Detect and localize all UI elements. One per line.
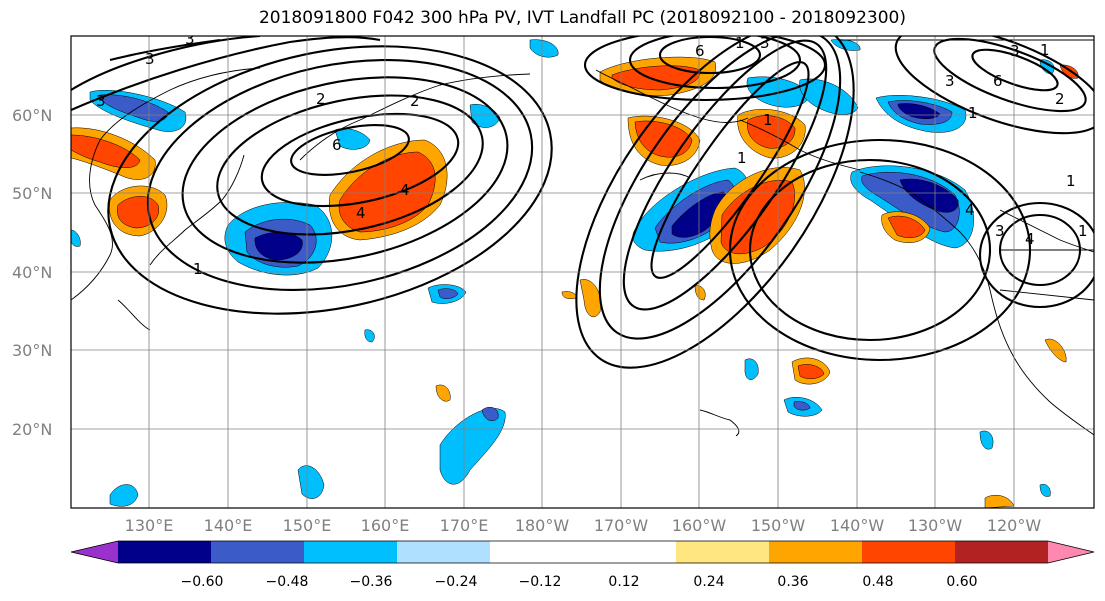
lon-label: 160°W: [672, 516, 727, 535]
map-title: 2018091800 F042 300 hPa PV, IVT Landfall…: [258, 8, 906, 28]
colorbar-tick-label: 0.12: [608, 574, 639, 590]
colorbar-segment: [583, 541, 677, 563]
contour-label: 3: [1010, 42, 1020, 60]
colorbar-tick-labels: −0.60 −0.48 −0.36 −0.24 −0.12 0.12 0.24 …: [181, 574, 978, 590]
contour-label: 4: [1025, 230, 1035, 248]
lon-label: 170°E: [440, 516, 489, 535]
lon-label: 180°W: [515, 516, 570, 535]
coastlines: [71, 39, 1094, 437]
colorbar-tick-label: 0.36: [777, 574, 808, 590]
map-frame: [70, 35, 1095, 509]
lon-label: 150°E: [283, 516, 332, 535]
colorbar: [70, 540, 1095, 564]
colorbar-tick-label: −0.48: [266, 574, 309, 590]
longitude-labels: 130°E 140°E 150°E 160°E 170°E 180°W 170°…: [125, 516, 1042, 535]
colorbar-extend-min: [71, 541, 118, 563]
lat-label: 40°N: [12, 263, 52, 282]
contour-label: 1: [968, 104, 978, 122]
contour-label: 1: [1040, 41, 1050, 59]
colorbar-segment: [304, 541, 398, 563]
colorbar-extend-max: [1048, 541, 1094, 563]
gridlines: [71, 36, 1094, 508]
colorbar-segment: [118, 541, 212, 563]
contour-label: 1: [737, 149, 747, 167]
contour-label: 6: [695, 42, 705, 60]
colorbar-tick-label: −0.12: [519, 574, 562, 590]
contour-label: 3: [995, 222, 1005, 240]
contour-label: 6: [332, 136, 342, 154]
colorbar-segment: [955, 541, 1049, 563]
colorbar-tick-label: −0.36: [350, 574, 393, 590]
contour-label: 4: [356, 204, 366, 222]
lon-label: 130°W: [908, 516, 963, 535]
lon-label: 140°E: [204, 516, 253, 535]
lon-label: 170°W: [594, 516, 649, 535]
colorbar-tick-label: 0.60: [946, 574, 977, 590]
contour-label: 1: [193, 260, 203, 278]
lat-label: 50°N: [12, 184, 52, 203]
lon-label: 130°E: [125, 516, 174, 535]
contour-label: 2: [410, 92, 420, 110]
colorbar-segment: [211, 541, 305, 563]
colorbar-tick-label: 0.24: [693, 574, 724, 590]
lon-label: 160°E: [361, 516, 410, 535]
contour-label: 1: [1078, 222, 1088, 240]
colorbar-segment: [769, 541, 863, 563]
contour-label: 2: [316, 90, 326, 108]
lon-label: 120°W: [987, 516, 1042, 535]
colorbar-segment: [490, 541, 584, 563]
contour-label: 1: [763, 111, 773, 129]
colorbar-tick-label: 0.48: [862, 574, 893, 590]
latitude-labels: 60°N 50°N 40°N 30°N 20°N: [12, 106, 52, 439]
contour-label: 3: [185, 30, 195, 48]
contour-label: 2: [1055, 90, 1065, 108]
lat-label: 60°N: [12, 106, 52, 125]
colorbar-segment: [862, 541, 956, 563]
contour-label: 4: [965, 201, 975, 219]
colorbar-outline: [70, 540, 1095, 564]
contour-label: 3: [945, 72, 955, 90]
contour-label: 6: [993, 72, 1003, 90]
lon-label: 140°W: [830, 516, 885, 535]
contour-label: 3: [145, 50, 155, 68]
contour-label: 1: [735, 34, 745, 52]
colorbar-segment: [397, 541, 491, 563]
contour-labels: 3 3 3 2 1 6 2 4 4 3 1 6 1 1 1 3 6 3 1 1 …: [96, 30, 1088, 278]
contour-label: 4: [400, 181, 410, 199]
colorbar-tick-label: −0.60: [181, 574, 224, 590]
colorbar-segment: [676, 541, 770, 563]
lat-label: 30°N: [12, 341, 52, 360]
contour-label: 3: [96, 92, 106, 110]
colorbar-tick-label: −0.24: [435, 574, 478, 590]
lat-label: 20°N: [12, 420, 52, 439]
contour-label: 1: [1066, 172, 1076, 190]
lon-label: 150°W: [751, 516, 806, 535]
contour-label: 3: [760, 34, 770, 52]
